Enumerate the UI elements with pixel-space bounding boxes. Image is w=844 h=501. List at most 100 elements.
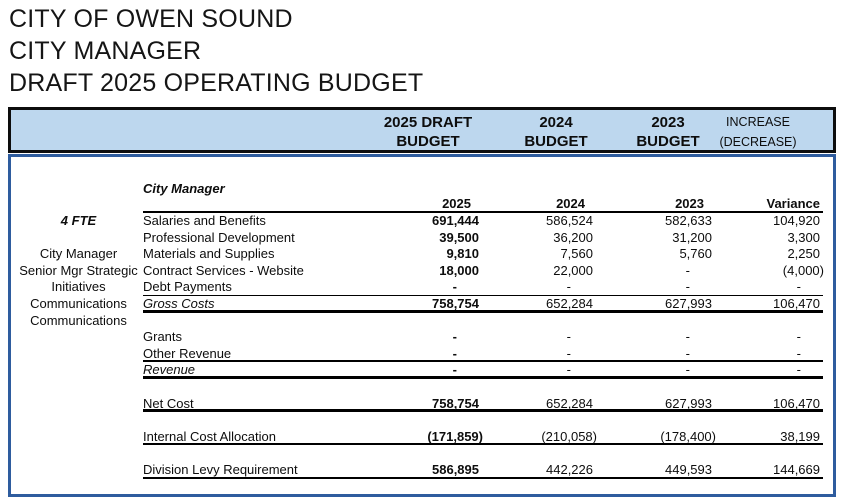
header-2024-line1: 2024 [539,114,573,131]
value-variance [712,313,823,330]
value-2024: 36,200 [553,229,593,245]
row-label: Internal Cost Allocation [143,428,276,444]
table-row: Debt Payments - - - - [143,279,823,296]
value-variance: 106,470 [773,295,820,311]
value-2025: - [452,345,457,361]
value-2025: 691,444 [432,213,479,228]
value-2024: 652,284 [546,295,593,311]
value-2023 [593,445,712,462]
header-2023-line1: 2023 [651,114,685,131]
header-2023-budget: 2023 BUDGET [613,113,723,151]
value-variance: 3,300 [787,229,820,245]
table-row [143,379,823,396]
value-2025: 18,000 [439,262,479,278]
value-2023: 627,993 [665,295,712,311]
table-row [143,412,823,429]
value-2023 [593,379,712,396]
value-variance: 2,250 [787,246,820,262]
value-2023: (178,400) [660,428,716,444]
table-row: Grants - - - - [143,329,823,346]
value-2023 [593,412,712,429]
section-title: City Manager [143,181,225,196]
value-2025: (171,859) [427,428,483,444]
row-label: Division Levy Requirement [143,461,298,477]
value-2023: - [685,262,690,278]
value-2025: - [452,362,457,378]
value-variance: (4,000) [782,262,824,278]
value-2025: 758,754 [432,395,479,411]
subheader-2023: 2023 [675,196,704,211]
header-increase-line1: INCREASE [726,115,790,129]
subheader-2025: 2025 [442,196,471,211]
budget-panel: 4 FTE City Manager Senior Mgr Strategic Ini… [8,154,836,497]
sidebar-line: Senior Mgr Strategic [19,262,138,278]
value-2024: 7,560 [560,246,593,262]
row-label: Salaries and Benefits [143,213,266,228]
row-label: Revenue [143,362,196,378]
value-2023: 5,760 [679,246,712,262]
sidebar-line: 4 FTE [60,213,97,228]
title-line-2: CITY MANAGER [9,37,202,65]
value-2023: - [685,279,690,295]
value-2023: 582,633 [665,213,712,228]
value-variance: - [796,345,801,361]
table-row: Revenue - - - - [143,362,823,379]
column-header-band: 2025 DRAFT BUDGET 2024 BUDGET 2023 BUDGE… [8,107,836,153]
table-row: Professional Development 39,500 36,200 3… [143,230,823,247]
value-2025: - [452,329,457,345]
value-variance: 106,470 [773,395,820,411]
value-2025: - [452,279,457,295]
value-2025 [293,379,479,396]
subheader-spacer [143,196,293,211]
row-label [143,379,293,396]
value-2025: 9,810 [446,246,479,262]
value-2023: 627,993 [665,395,712,411]
value-variance [712,445,823,462]
value-2023 [593,313,712,330]
value-2025 [293,445,479,462]
value-variance [712,412,823,429]
value-2023: - [685,329,690,345]
row-label: Net Cost [143,395,194,411]
table-row [143,313,823,330]
header-increase-line2: (DECREASE) [719,134,797,149]
row-label: Debt Payments [143,279,232,295]
value-2024: - [566,362,571,378]
org-sidebar: 4 FTE City Manager Senior Mgr Strategic Ini… [16,213,141,329]
table-subheader: 2025 2024 2023 Variance [143,196,823,213]
value-2024 [479,379,593,396]
value-2025: 39,500 [439,229,479,245]
sidebar-line: Initiatives [51,279,106,295]
sidebar-line: City Manager [39,246,118,262]
header-2025-line1: 2025 DRAFT [383,114,473,131]
value-2024 [479,313,593,330]
value-variance: 38,199 [780,428,820,444]
subheader-variance: Variance [766,196,821,211]
table-row: Internal Cost Allocation (171,859) (210,… [143,429,823,446]
value-2023: 31,200 [672,229,712,245]
table-row: Materials and Supplies 9,810 7,560 5,760… [143,246,823,263]
value-2024: (210,058) [541,428,597,444]
value-2024: 22,000 [553,262,593,278]
value-variance: 104,920 [773,213,820,228]
value-2024: 442,226 [546,461,593,477]
header-2024-line2: BUDGET [524,133,588,150]
row-label: Grants [143,329,183,345]
sidebar-line: Communications [30,295,127,311]
value-2024: - [566,279,571,295]
value-2025: 586,895 [432,461,479,477]
value-variance: - [796,279,801,295]
table-row: Other Revenue - - - - [143,346,823,363]
value-2025: 758,754 [432,295,479,311]
table-rows: Salaries and Benefits 691,444 586,524 58… [143,213,824,479]
header-2025-draft-budget: 2025 DRAFT BUDGET [353,113,503,151]
title-line-3: DRAFT 2025 OPERATING BUDGET [9,69,424,97]
value-2024: - [566,345,571,361]
value-2023: 449,593 [665,461,712,477]
row-label [143,313,293,330]
value-variance [712,379,823,396]
table-row: Net Cost 758,754 652,284 627,993 106,470 [143,396,823,413]
value-variance: - [796,329,801,345]
document-title: CITY OF OWEN SOUND CITY MANAGER DRAFT 20… [9,3,423,99]
value-2025 [293,313,479,330]
